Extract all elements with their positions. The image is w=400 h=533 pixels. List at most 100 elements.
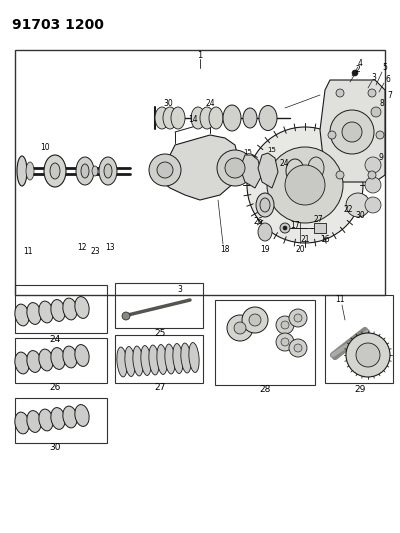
Polygon shape bbox=[240, 155, 262, 188]
Ellipse shape bbox=[155, 107, 169, 129]
Circle shape bbox=[276, 316, 294, 334]
Text: 29: 29 bbox=[354, 385, 366, 394]
Ellipse shape bbox=[141, 345, 151, 375]
Ellipse shape bbox=[63, 346, 77, 368]
Ellipse shape bbox=[165, 344, 175, 374]
Circle shape bbox=[276, 333, 294, 351]
Text: 14: 14 bbox=[188, 116, 198, 125]
Ellipse shape bbox=[189, 343, 199, 373]
Text: 7: 7 bbox=[388, 91, 392, 100]
Ellipse shape bbox=[27, 303, 41, 325]
Text: 25: 25 bbox=[154, 328, 166, 337]
Ellipse shape bbox=[76, 157, 94, 185]
Polygon shape bbox=[155, 135, 240, 200]
Text: 6: 6 bbox=[386, 76, 390, 85]
Text: 2: 2 bbox=[356, 66, 360, 75]
Text: 13: 13 bbox=[105, 244, 115, 253]
Text: 26: 26 bbox=[49, 384, 61, 392]
Ellipse shape bbox=[133, 346, 143, 376]
Text: 15: 15 bbox=[244, 149, 252, 155]
Circle shape bbox=[346, 333, 390, 377]
Ellipse shape bbox=[99, 157, 117, 185]
Ellipse shape bbox=[286, 159, 304, 183]
Circle shape bbox=[346, 193, 370, 217]
Circle shape bbox=[227, 315, 253, 341]
Ellipse shape bbox=[15, 304, 29, 326]
Ellipse shape bbox=[50, 163, 60, 179]
Ellipse shape bbox=[44, 155, 66, 187]
Circle shape bbox=[267, 147, 343, 223]
Circle shape bbox=[157, 162, 173, 178]
Text: 11: 11 bbox=[335, 295, 345, 304]
Ellipse shape bbox=[104, 164, 112, 178]
Ellipse shape bbox=[125, 346, 135, 376]
Ellipse shape bbox=[200, 107, 214, 129]
Text: 15: 15 bbox=[268, 147, 276, 153]
Ellipse shape bbox=[17, 156, 27, 186]
Bar bbox=[15, 50, 385, 295]
Ellipse shape bbox=[181, 343, 191, 373]
Text: 27: 27 bbox=[154, 384, 166, 392]
Text: 24: 24 bbox=[279, 159, 289, 168]
Ellipse shape bbox=[81, 164, 89, 178]
Ellipse shape bbox=[117, 347, 127, 377]
Text: 26: 26 bbox=[253, 217, 263, 227]
Bar bbox=[15, 398, 107, 443]
Ellipse shape bbox=[15, 352, 29, 374]
Ellipse shape bbox=[92, 166, 98, 176]
Text: 21: 21 bbox=[300, 236, 310, 245]
Circle shape bbox=[352, 70, 358, 76]
Ellipse shape bbox=[173, 344, 183, 374]
Ellipse shape bbox=[259, 106, 277, 131]
Text: 12: 12 bbox=[77, 244, 87, 253]
Text: 11: 11 bbox=[23, 247, 33, 256]
Text: 28: 28 bbox=[259, 385, 271, 394]
Text: 4: 4 bbox=[358, 59, 362, 68]
Circle shape bbox=[225, 158, 245, 178]
Circle shape bbox=[283, 226, 287, 230]
Text: 24: 24 bbox=[49, 335, 61, 344]
Bar bbox=[15, 338, 107, 383]
Circle shape bbox=[217, 150, 253, 186]
Circle shape bbox=[281, 321, 289, 329]
Circle shape bbox=[328, 131, 336, 139]
Ellipse shape bbox=[171, 107, 185, 129]
Circle shape bbox=[365, 157, 381, 173]
Text: 3: 3 bbox=[372, 72, 376, 82]
Circle shape bbox=[280, 223, 290, 233]
Circle shape bbox=[342, 122, 362, 142]
Ellipse shape bbox=[26, 162, 34, 180]
Ellipse shape bbox=[163, 107, 177, 129]
Ellipse shape bbox=[75, 296, 89, 318]
Ellipse shape bbox=[51, 300, 65, 321]
Ellipse shape bbox=[75, 405, 89, 426]
Ellipse shape bbox=[39, 301, 53, 323]
Ellipse shape bbox=[243, 108, 257, 128]
Text: 8: 8 bbox=[380, 99, 384, 108]
Bar bbox=[15, 285, 107, 333]
Circle shape bbox=[149, 154, 181, 186]
Bar bbox=[314, 223, 326, 233]
Ellipse shape bbox=[39, 409, 53, 431]
Circle shape bbox=[365, 197, 381, 213]
Text: 27: 27 bbox=[313, 215, 323, 224]
Text: 22: 22 bbox=[343, 206, 353, 214]
Ellipse shape bbox=[27, 351, 41, 373]
Text: 9: 9 bbox=[378, 154, 384, 163]
Ellipse shape bbox=[75, 345, 89, 366]
Circle shape bbox=[368, 89, 376, 97]
Ellipse shape bbox=[260, 198, 270, 212]
Text: 10: 10 bbox=[40, 143, 50, 152]
Text: 20: 20 bbox=[295, 246, 305, 254]
Ellipse shape bbox=[51, 348, 65, 369]
Text: 16: 16 bbox=[320, 236, 330, 245]
Circle shape bbox=[376, 131, 384, 139]
Circle shape bbox=[285, 165, 325, 205]
Text: 30: 30 bbox=[49, 443, 61, 453]
Ellipse shape bbox=[209, 107, 223, 129]
Circle shape bbox=[289, 339, 307, 357]
Bar bbox=[215, 300, 315, 385]
Text: 5: 5 bbox=[382, 63, 388, 72]
Text: 1: 1 bbox=[197, 51, 203, 60]
Text: 24: 24 bbox=[205, 99, 215, 108]
